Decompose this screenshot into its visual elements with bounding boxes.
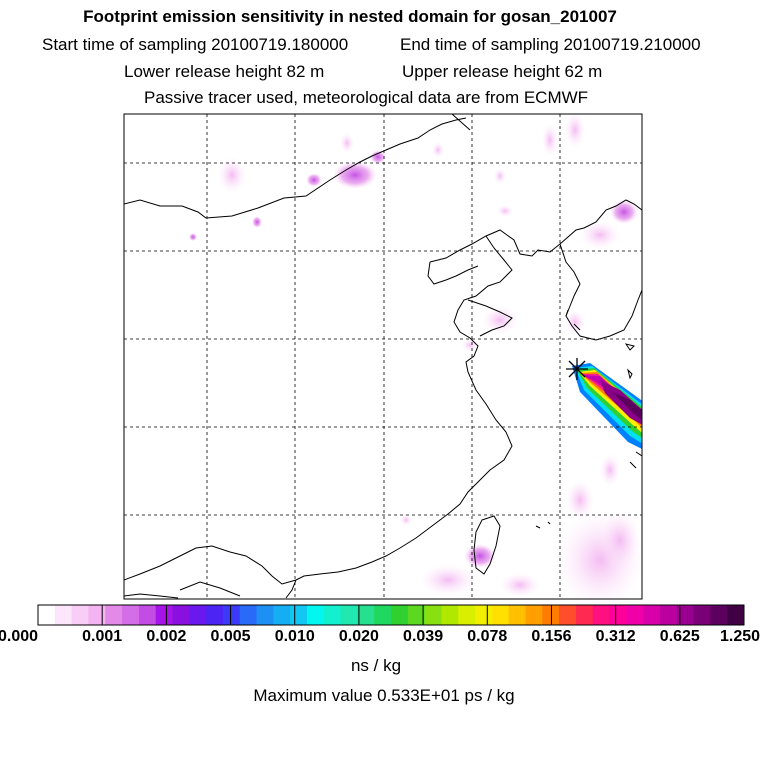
colorbar-cell (222, 605, 241, 625)
colorbar (37, 604, 745, 626)
colorbar-tick-label: 0.312 (595, 628, 636, 645)
tracer-note-label: Passive tracer used, meteorological data… (144, 88, 589, 107)
colorbar-cell (458, 605, 476, 625)
colorbar-cell (38, 605, 56, 625)
colorbar-cell (441, 605, 459, 625)
colorbar-cell (491, 605, 510, 625)
colorbar-cell (374, 605, 392, 625)
graticule (124, 114, 642, 599)
colorbar-cell (256, 605, 274, 625)
colorbar-tick-label: 0.001 (82, 628, 123, 645)
plot-title: Footprint emission sensitivity in nested… (83, 7, 617, 26)
colorbar-cell (105, 605, 123, 625)
colorbar-cell (626, 605, 644, 625)
colorbar-tick-label: 0.002 (146, 628, 187, 645)
colorbar-cell (273, 605, 291, 625)
colorbar-tick-label: 0.156 (531, 628, 572, 645)
colorbar-cell (357, 605, 375, 625)
colorbar-cell (407, 605, 426, 625)
colorbar-cell (592, 605, 610, 625)
colorbar-cell (559, 605, 577, 625)
colorbar-tick-label: 1.250 (719, 628, 761, 645)
colorbar-cell (122, 605, 140, 625)
colorbar-cell (71, 605, 89, 625)
end-time-label: End time of sampling 20100719.210000 (400, 35, 701, 54)
colorbar-cell (155, 605, 173, 625)
colorbar-cell (54, 605, 73, 625)
colorbar-cell (542, 605, 560, 625)
start-time-label: Start time of sampling 20100719.180000 (42, 35, 349, 54)
colorbar-cell (676, 605, 694, 625)
colorbar-tick-label: 0.039 (403, 628, 444, 645)
colorbar-cell (88, 605, 106, 625)
asterisk-star-icon (566, 358, 588, 380)
colorbar-cell (659, 605, 678, 625)
colorbar-cells (38, 605, 745, 625)
colorbar-cell (693, 605, 711, 625)
colorbar-tick-label: 0.078 (467, 628, 508, 645)
colorbar-cell (727, 605, 745, 625)
colorbar-cell (239, 605, 257, 625)
colorbar-cell (172, 605, 190, 625)
colorbar-cell (508, 605, 526, 625)
colorbar-cell (643, 605, 661, 625)
colorbar-cell (323, 605, 341, 625)
colorbar-cell (290, 605, 308, 625)
map-frame (123, 113, 643, 600)
colorbar-cell (391, 605, 409, 625)
colorbar-tick-label: 0.010 (274, 628, 315, 645)
lower-release-height-label: Lower release height 82 m (124, 62, 325, 81)
colorbar-cell (189, 605, 207, 625)
colorbar-cell (206, 605, 224, 625)
colorbar-cell (475, 605, 493, 625)
plume (572, 363, 642, 449)
colorbar-tick-label: 0.020 (338, 628, 379, 645)
colorbar-tick-label: 0.005 (210, 628, 251, 645)
colorbar-cell (138, 605, 157, 625)
colorbar-cell (609, 605, 627, 625)
colorbar-tick-label: 0.625 (659, 628, 700, 645)
colorbar-cell (575, 605, 594, 625)
colorbar-cell (340, 605, 358, 625)
upper-release-height-label: Upper release height 62 m (402, 62, 603, 81)
colorbar-tick-label: 0.000 (0, 628, 39, 645)
footprint-map (123, 113, 643, 600)
colorbar-cell (710, 605, 728, 625)
colorbar-units-label: ns / kg (350, 656, 402, 675)
colorbar-cell (525, 605, 543, 625)
maximum-value-label: Maximum value 0.533E+01 ps / kg (253, 686, 515, 705)
colorbar-cell (424, 605, 442, 625)
sensitivity-field (124, 114, 642, 599)
map-background (124, 114, 642, 599)
colorbar-frame (37, 604, 745, 626)
colorbar-cell (306, 605, 325, 625)
